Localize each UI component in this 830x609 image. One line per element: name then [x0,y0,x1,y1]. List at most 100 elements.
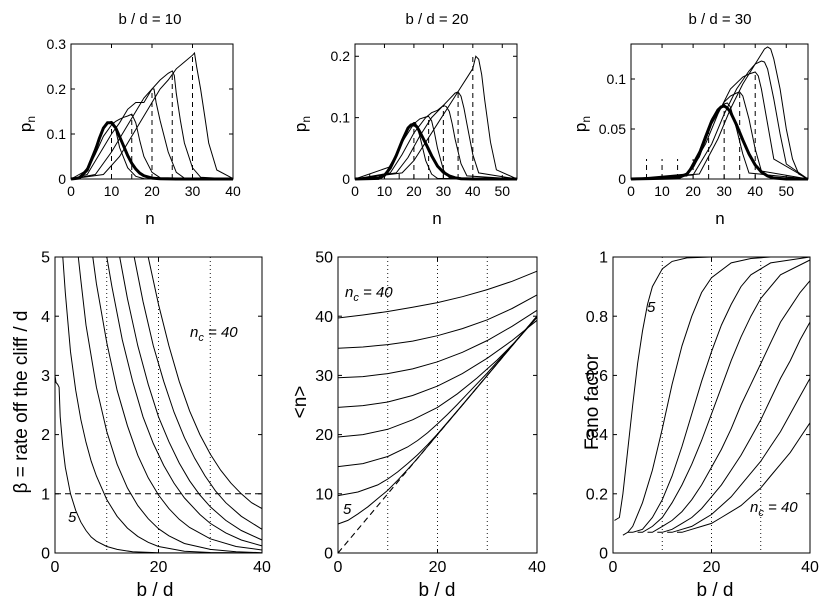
x-tick-label: 40 [747,183,763,199]
series-line-nc5 [614,256,810,521]
y-tick-label: 0 [342,171,350,187]
series-line-nc40 [147,256,263,510]
series-line-nc20 [637,259,811,533]
curve-label-5: 5 [647,299,656,316]
x-tick-label: 40 [253,559,271,576]
x-axis-label: b / d [419,580,456,601]
y-tick-label: 0.1 [47,126,67,142]
panel-title: b / d = 10 [119,11,182,28]
y-axis-label-sub: n [24,116,38,123]
poisson-curve [630,104,808,181]
y-tick-label: 3 [41,368,50,385]
panel-bottom-middle: b / d <n> nc = 40 5 0 20 40 0 10 20 30 40 50 [290,250,546,601]
x-tick-label: 30 [436,183,452,199]
y-tick-label: 0.3 [47,36,67,52]
curve-label-nc40-sub: c [353,292,359,304]
y-axis-label-sub: n [579,116,593,123]
x-tick-label: 20 [406,183,422,199]
series-line-nc40 [677,422,811,533]
series-line-nc40 [354,55,518,180]
x-tick-label: 30 [716,183,732,199]
x-tick-label: 20 [685,183,701,199]
y-tick-label: 0.2 [47,81,67,97]
series-line-nc35 [667,378,811,533]
y-tick-label: 4 [41,309,50,326]
series-line-nc25 [106,256,263,547]
x-tick-label: 10 [377,183,393,199]
series-line-nc20 [337,317,538,438]
curve-label-nc40-sub: c [758,507,764,519]
x-tick-label: 20 [150,559,168,576]
y-tick-label: 40 [315,309,333,326]
series-line-nc20 [70,88,234,180]
y-axis-label: pn [16,116,38,132]
y-tick-label: 0.6 [586,368,608,385]
y-tick-label: 20 [315,427,333,444]
series-line-nc5 [337,315,538,525]
x-tick-label: 10 [654,183,670,199]
x-tick-label: 40 [801,559,819,576]
panel-bottom-left: b / d β = rate off the cliff / d nc = 40… [11,250,271,601]
x-tick-label: 0 [51,559,60,576]
series-line-nc10 [337,315,538,497]
series-line-nc30 [70,51,234,180]
y-tick-label: 0.2 [331,48,351,64]
x-tick-label: 0 [609,559,618,576]
y-axis-label: pn [291,116,313,132]
series-line-nc15 [337,315,538,468]
panel-title: b / d = 20 [406,11,469,28]
x-tick-label: 0 [627,183,635,199]
x-tick-label: 40 [528,559,546,576]
y-axis-label: β = rate off the cliff / d [11,311,32,494]
x-tick-label: 40 [225,183,241,199]
series-line-nc10 [622,256,810,536]
x-tick-label: 20 [703,559,721,576]
x-tick-label: 40 [465,183,481,199]
y-tick-label: 0.1 [331,110,351,126]
x-axis-label: n [145,209,154,228]
x-tick-label: 20 [429,559,447,576]
x-axis-label: n [432,209,441,228]
y-axis-label: <n> [290,386,311,419]
plot-frame [630,43,809,180]
series-line-nc10 [62,256,263,554]
x-tick-label: 50 [494,183,510,199]
plot-frame [354,43,518,180]
x-axis-label: b / d [137,580,174,601]
series-line-nc25 [337,319,538,408]
series-line-nc15 [70,113,234,180]
y-tick-label: 10 [315,486,333,503]
y-axis-label-main: p [291,123,310,132]
series-line-nc25 [70,70,234,180]
curve-label-nc40: nc = 40 [750,499,798,519]
y-tick-label: 5 [41,250,50,267]
curve-label-nc40: nc = 40 [345,284,393,304]
series-line-nc30 [657,321,811,533]
y-axis-label: pn [571,116,593,132]
x-axis-label: b / d [697,580,734,601]
panel-bottom-right: b / d Fano factor 5 nc = 40 0 20 40 0 0.2 0.4… [582,250,819,601]
curve-label-nc40-sub: c [198,332,204,344]
curve-label-nc40-rest: = 40 [764,499,798,516]
y-tick-label: 50 [315,250,333,267]
y-tick-label: 0 [58,171,66,187]
series-line-nc5 [54,375,262,554]
series-line-nc50 [630,46,809,180]
y-tick-label: 0.1 [607,71,627,87]
curve-label-5: 5 [343,501,352,518]
poisson-curve [70,121,233,181]
x-tick-label: 50 [778,183,794,199]
series-line-nc35 [354,91,518,180]
series-line-nc30 [337,309,538,379]
y-tick-label: 0.2 [586,486,608,503]
y-tick-label: 0.05 [599,121,626,137]
series-line-nc15 [77,256,263,554]
x-tick-label: 0 [334,559,343,576]
y-tick-label: 1 [599,250,608,267]
series-line-nc25 [647,280,811,533]
y-axis-label-sub: n [299,116,313,123]
y-tick-label: 0.4 [586,427,608,444]
